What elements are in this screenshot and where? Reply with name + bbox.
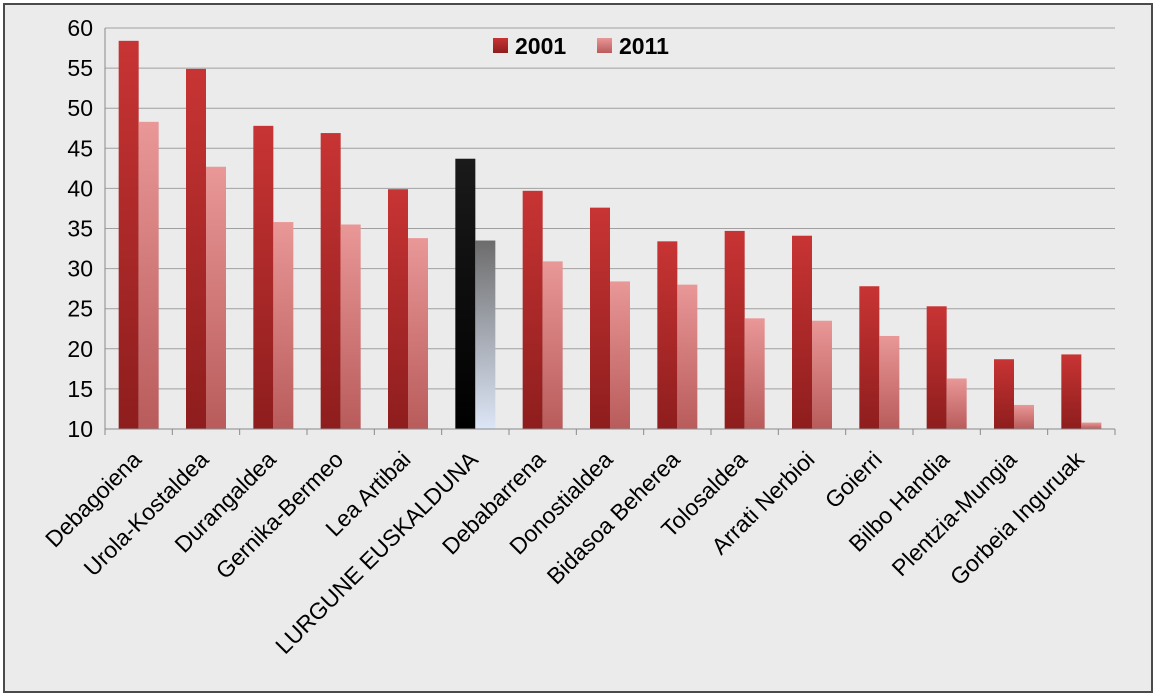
y-tick-label: 15 [67, 376, 93, 402]
bar-2001-bidasoa-beherea [657, 241, 678, 429]
y-tick-label: 35 [67, 216, 93, 242]
bar-2011-plentzia-mungia [1014, 404, 1034, 429]
axes [104, 28, 1116, 435]
legend: 2001 2011 [493, 33, 669, 59]
bar-2011-bilbo-handia [946, 378, 967, 429]
y-tick-label: 10 [67, 416, 93, 442]
x-tick-label: Urola-Kostaldea [79, 446, 214, 581]
bar-2011-tolosaldea [744, 318, 765, 429]
bar-2011-lea-artibai [408, 238, 428, 429]
y-tick-label: 45 [67, 135, 93, 161]
bar-2011-arrati-nerbioi [812, 320, 832, 429]
y-tick-label: 60 [67, 15, 93, 41]
bar-2001-debagoiena [118, 40, 139, 429]
y-tick-label: 30 [67, 256, 93, 282]
y-tick-label: 50 [67, 95, 93, 121]
bar-2011-debagoiena [138, 121, 159, 430]
bar-2011-gorbeia-inguruak [1081, 422, 1102, 429]
bar-2001-durangaldea [253, 125, 274, 430]
bar-2001-gernika-bermeo [320, 133, 341, 429]
bar-2011-urola-kostaldea [206, 166, 226, 429]
bar-2001-arrati-nerbioi [792, 235, 812, 429]
bar-2001-goierri [859, 286, 880, 429]
legend-label-2001: 2001 [515, 33, 566, 59]
x-tick-label: Plentzia-Mungia [887, 446, 1022, 581]
legend-label-2011: 2011 [619, 33, 669, 59]
y-tick-label: 40 [67, 175, 93, 201]
bar-2011-lurgune-euskalduna [475, 240, 496, 429]
bar-2011-bidasoa-beherea [677, 284, 698, 429]
bar-2001-donostialdea [590, 207, 610, 429]
bar-2001-urola-kostaldea [186, 68, 206, 429]
bars [118, 40, 1102, 430]
y-tick-label: 25 [67, 296, 93, 322]
bar-2011-donostialdea [610, 281, 630, 429]
bar-2001-bilbo-handia [926, 306, 947, 429]
bar-2011-debabarrena [542, 261, 563, 429]
bar-2001-plentzia-mungia [994, 359, 1014, 429]
bar-2011-gernika-bermeo [340, 224, 361, 429]
bar-2001-gorbeia-inguruak [1061, 354, 1082, 429]
bar-2001-lurgune-euskalduna [455, 158, 476, 429]
bar-2001-debabarrena [522, 190, 543, 429]
x-tick-label: Goierri [820, 446, 887, 513]
bar-2011-goierri [879, 335, 900, 429]
bar-2001-tolosaldea [724, 230, 745, 429]
bar-2001-lea-artibai [388, 189, 408, 429]
y-tick-label: 55 [67, 55, 93, 81]
legend-swatch-2011 [597, 38, 612, 53]
y-tick-label: 20 [67, 336, 93, 362]
bar-2011-durangaldea [273, 222, 294, 429]
legend-swatch-2001 [493, 38, 508, 53]
